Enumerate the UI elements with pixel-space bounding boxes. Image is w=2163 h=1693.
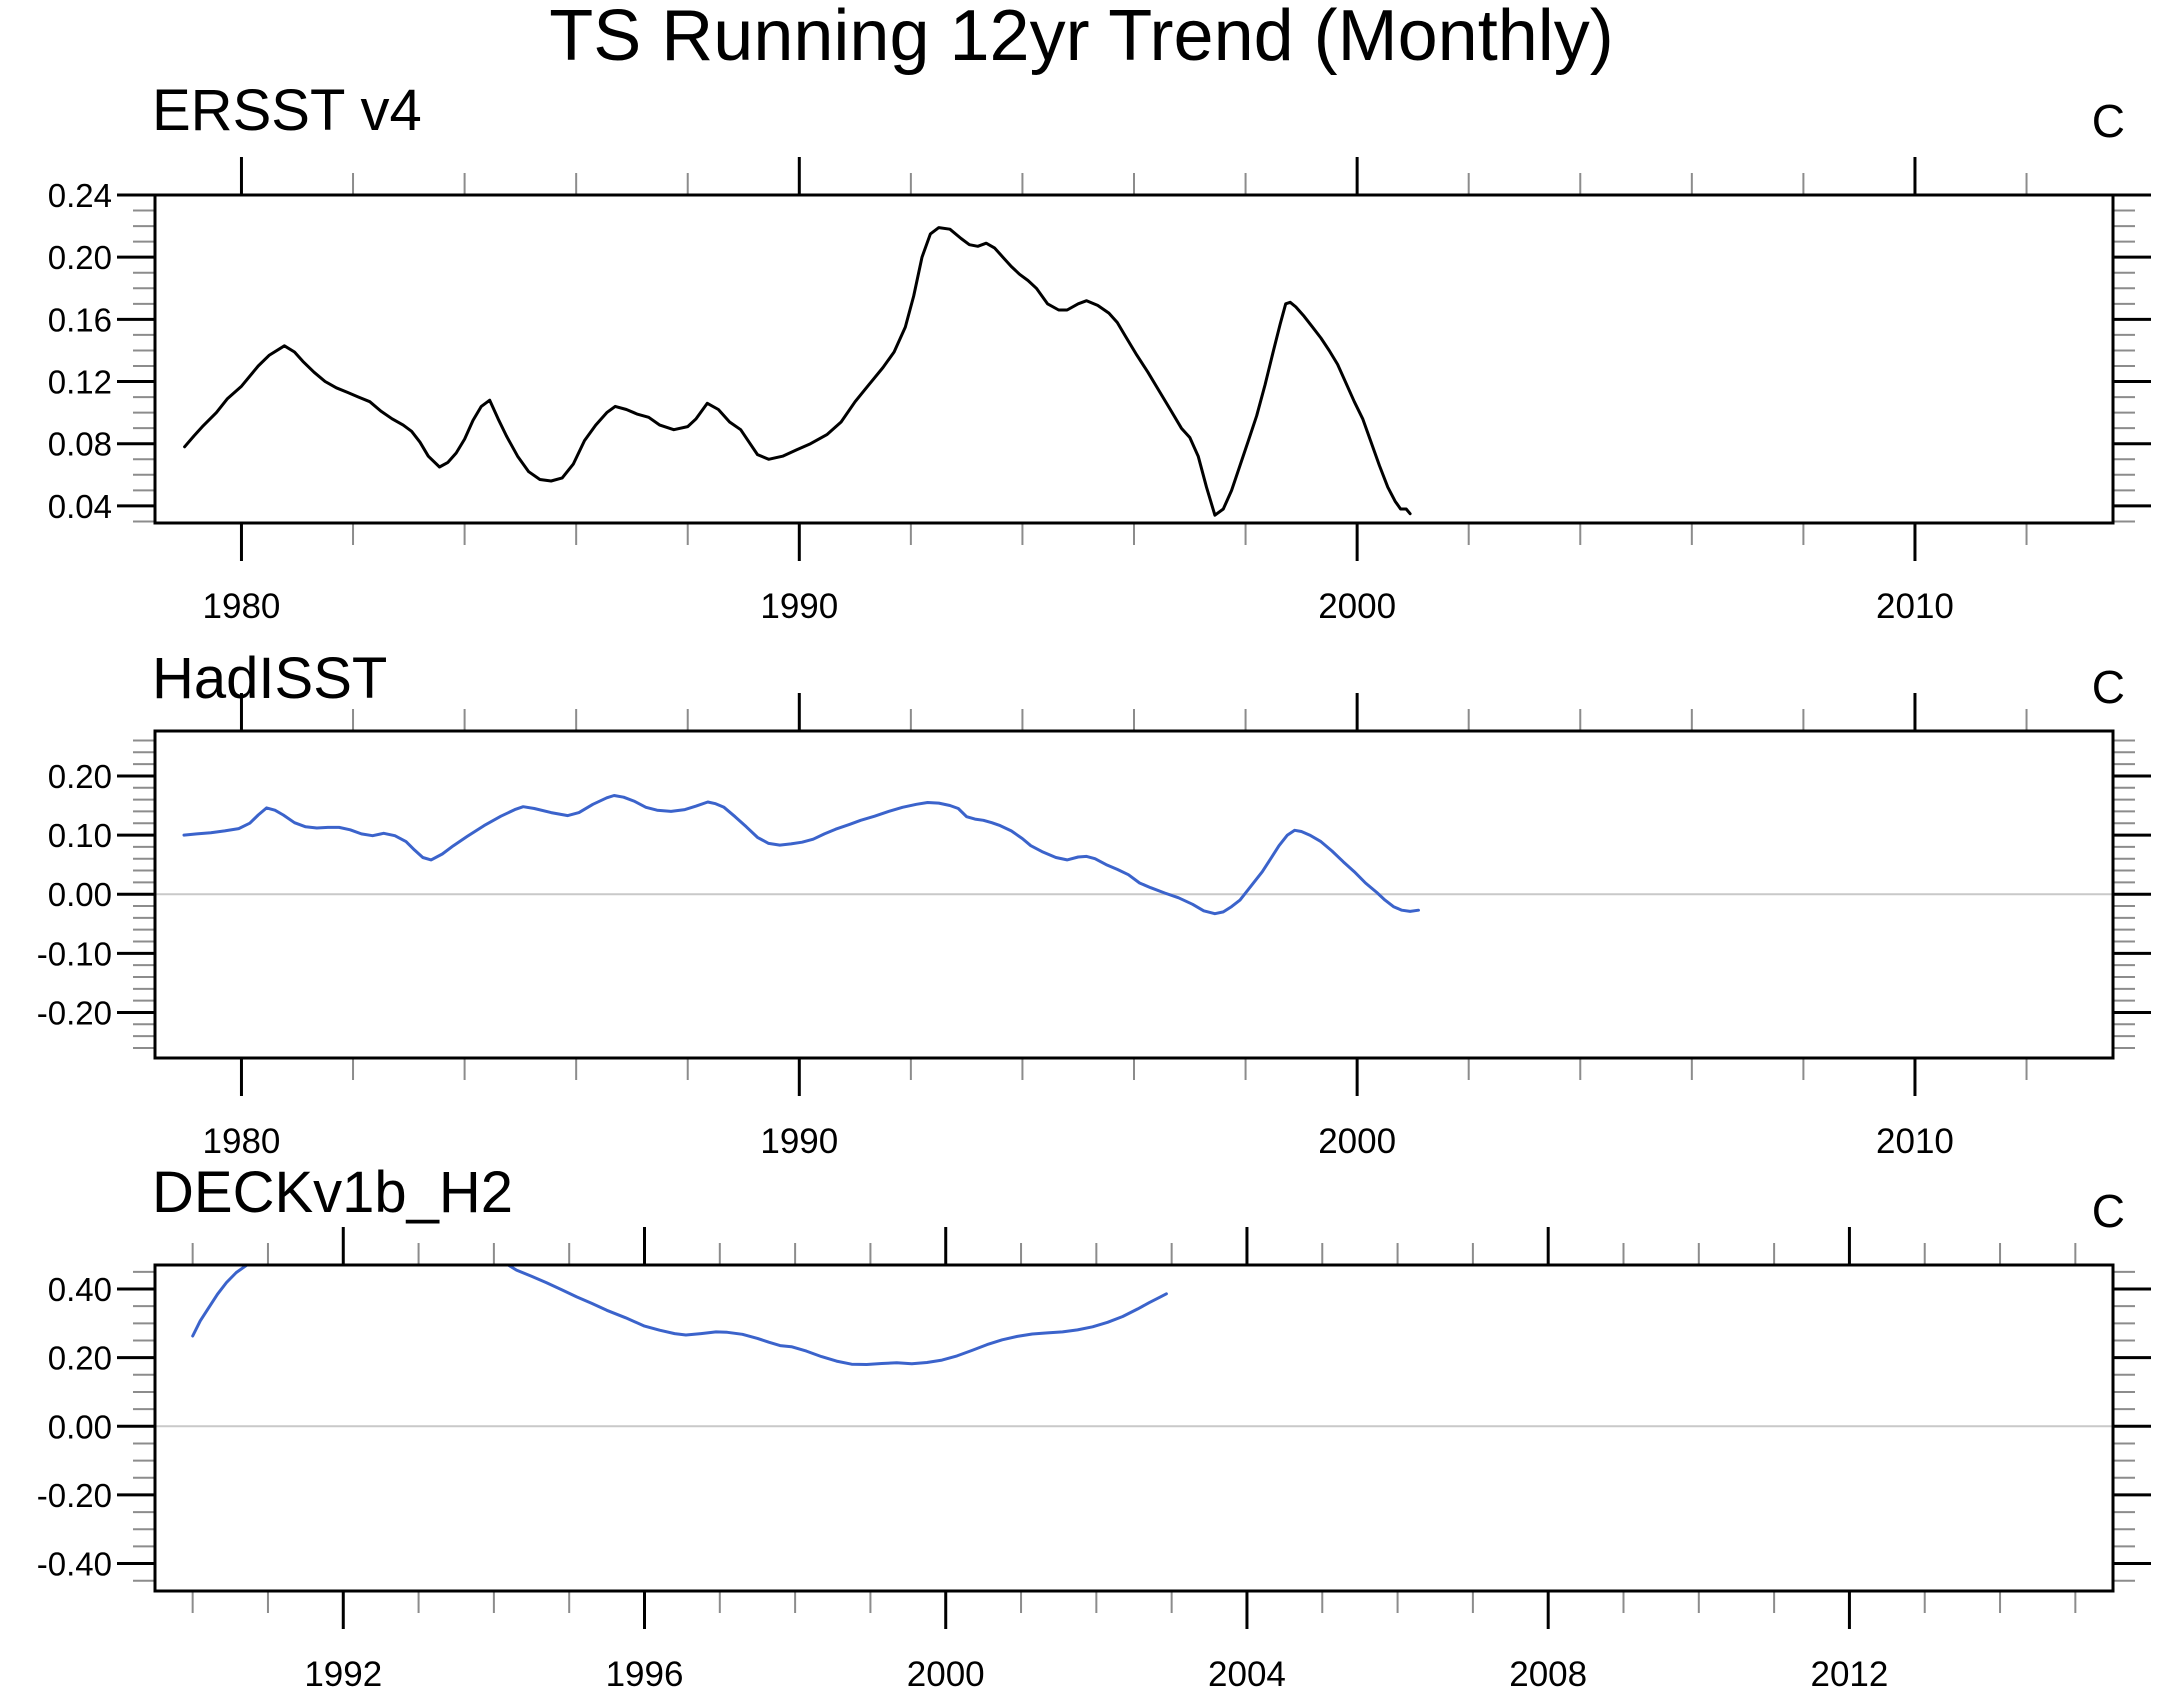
x-tick-label: 2010: [1876, 587, 1954, 626]
panel3-title: DECKv1b_H2: [152, 1160, 514, 1225]
y-tick-label: -0.40: [37, 1546, 112, 1583]
y-tick-label: 0.16: [48, 301, 112, 338]
main-title: TS Running 12yr Trend (Monthly): [549, 0, 1614, 76]
panel3-unit-label: C: [2091, 1185, 2125, 1237]
y-tick-label: -0.10: [37, 935, 112, 972]
y-tick-label: 0.10: [48, 817, 112, 854]
x-tick-label: 2008: [1509, 1655, 1587, 1693]
x-tick-label: 1980: [203, 587, 281, 626]
plot-frame: [153, 729, 2115, 1060]
data-curve-deckv1b-h2: [191, 1265, 249, 1338]
y-tick-label: 0.40: [48, 1271, 112, 1308]
x-tick-label: 2000: [907, 1655, 985, 1693]
panel2-title: HadISST: [152, 646, 388, 711]
x-tick-label: 1996: [606, 1655, 684, 1693]
y-tick-label: 0.20: [48, 1340, 112, 1377]
x-tick-label: 2004: [1208, 1655, 1286, 1693]
data-curve-deckv1b-h2: [506, 1265, 1168, 1366]
x-tick-label: 2000: [1318, 1122, 1396, 1161]
x-tick-label: 1990: [760, 587, 838, 626]
data-curve-hadisst: [182, 794, 1420, 916]
y-tick-label: -0.20: [37, 994, 112, 1031]
y-tick-label: 0.20: [48, 758, 112, 795]
x-tick-label: 2000: [1318, 587, 1396, 626]
x-tick-label: 2010: [1876, 1122, 1954, 1161]
y-tick-label: 0.08: [48, 426, 112, 463]
y-tick-label: 0.20: [48, 239, 112, 276]
plot-frame: [153, 193, 2115, 525]
x-tick-label: 2012: [1810, 1655, 1888, 1693]
plot-frame: [153, 1263, 2115, 1593]
y-tick-label: 0.24: [48, 177, 112, 214]
x-tick-label: 1992: [304, 1655, 382, 1693]
panel1-title: ERSST v4: [152, 78, 422, 143]
y-tick-label: 0.00: [48, 1408, 112, 1445]
x-tick-label: 1980: [203, 1122, 281, 1161]
y-tick-label: 0.04: [48, 488, 112, 525]
data-curve-ersst-v4: [183, 226, 1412, 517]
y-tick-label: 0.12: [48, 364, 112, 401]
y-tick-label: 0.00: [48, 876, 112, 913]
panel2-unit-label: C: [2091, 661, 2125, 713]
y-tick-label: -0.20: [37, 1477, 112, 1514]
panel1-unit-label: C: [2091, 95, 2125, 147]
x-tick-label: 1990: [760, 1122, 838, 1161]
